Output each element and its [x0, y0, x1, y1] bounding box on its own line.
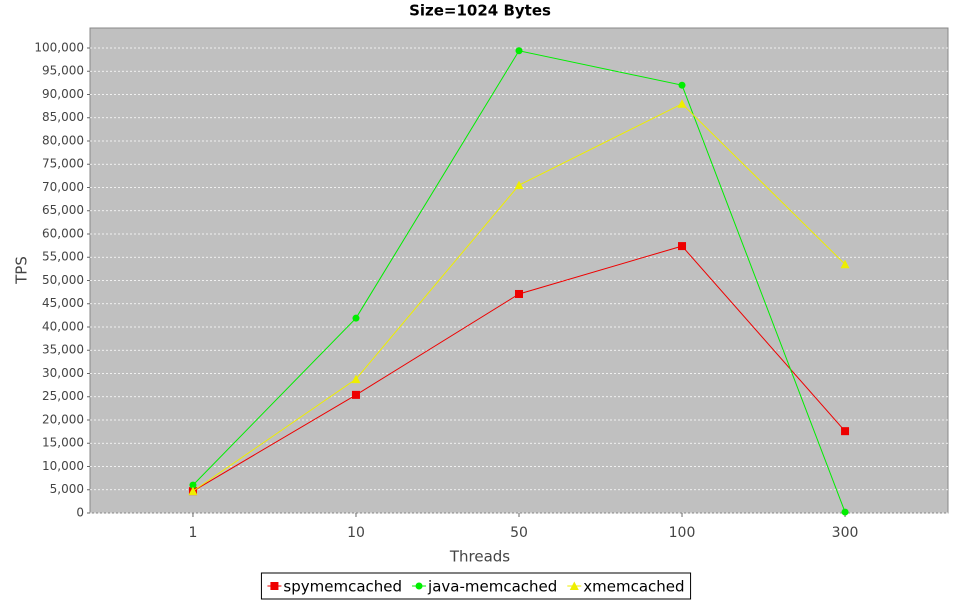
x-tick-label: 100: [669, 525, 696, 541]
y-tick-label: 45,000: [42, 296, 84, 310]
legend-label: spymemcached: [283, 578, 402, 596]
y-tick-label: 50,000: [42, 273, 84, 287]
marker: [678, 81, 686, 89]
marker: [352, 314, 360, 322]
legend-box: [260, 572, 692, 600]
marker: [188, 486, 198, 496]
chart-title: Size=1024 Bytes: [409, 2, 551, 20]
x-tick-label: 10: [347, 525, 365, 541]
marker: [678, 242, 687, 251]
y-tick-label: 10,000: [42, 459, 84, 473]
y-tick-label: 90,000: [42, 87, 84, 101]
legend-item: java-memcached: [412, 578, 557, 596]
marker: [351, 390, 360, 399]
marker: [270, 582, 279, 590]
x-tick-label: 1: [188, 525, 197, 541]
y-tick-label: 40,000: [42, 319, 84, 333]
y-tick-label: 0: [76, 506, 84, 520]
y-tick-label: 65,000: [42, 203, 84, 217]
legend-label: java-memcached: [427, 578, 557, 596]
y-tick-label: 70,000: [42, 180, 84, 194]
x-axis-label: Threads: [449, 548, 510, 566]
y-tick-label: 75,000: [42, 157, 84, 171]
legend-item: spymemcached: [267, 578, 402, 596]
marker: [514, 180, 524, 190]
y-tick-label: 55,000: [42, 250, 84, 264]
y-tick-label: 30,000: [42, 366, 84, 380]
marker: [569, 581, 579, 590]
marker: [841, 427, 850, 436]
legend-label: xmemcached: [583, 578, 684, 596]
y-tick-label: 35,000: [42, 343, 84, 357]
x-tick-label: 50: [510, 525, 528, 541]
y-tick-label: 100,000: [34, 40, 84, 54]
marker: [415, 582, 423, 590]
y-tick-label: 95,000: [42, 64, 84, 78]
y-tick-label: 15,000: [42, 436, 84, 450]
y-tick-label: 5,000: [50, 482, 84, 496]
y-tick-label: 20,000: [42, 412, 84, 426]
y-tick-label: 80,000: [42, 133, 84, 147]
x-tick-label: 300: [832, 525, 859, 541]
legend-item: xmemcached: [567, 578, 685, 596]
marker: [189, 481, 197, 489]
marker: [515, 47, 523, 55]
marker: [351, 374, 361, 384]
marker: [840, 259, 850, 269]
y-tick-label: 25,000: [42, 389, 84, 403]
y-axis-label: TPS: [13, 256, 31, 285]
legend: spymemcached java-memcached xmemcached: [260, 572, 692, 600]
y-tick-label: 60,000: [42, 226, 84, 240]
marker: [841, 508, 849, 516]
plot-area: [89, 27, 949, 514]
marker: [677, 99, 687, 108]
marker: [515, 289, 523, 298]
y-tick-label: 85,000: [42, 110, 84, 124]
